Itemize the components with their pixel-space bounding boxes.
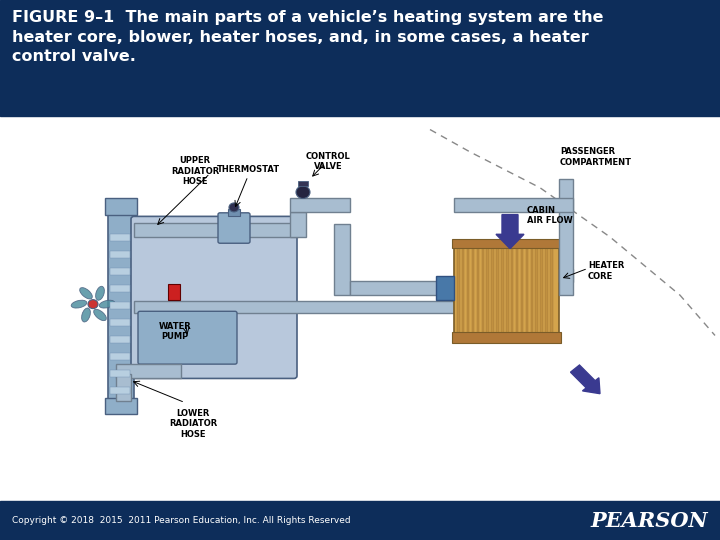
Ellipse shape xyxy=(94,309,107,321)
Bar xyxy=(110,319,130,326)
Bar xyxy=(559,179,573,295)
Ellipse shape xyxy=(71,300,87,308)
Bar xyxy=(536,248,538,334)
Bar xyxy=(110,251,130,258)
Bar xyxy=(105,398,137,414)
Bar xyxy=(116,364,181,377)
Bar xyxy=(511,248,513,334)
Bar xyxy=(521,248,523,334)
Bar xyxy=(110,370,130,377)
Text: UPPER
RADIATOR
HOSE: UPPER RADIATOR HOSE xyxy=(171,157,219,186)
Bar xyxy=(540,248,543,334)
Bar xyxy=(248,222,298,237)
Bar xyxy=(110,387,130,394)
Text: PEARSON: PEARSON xyxy=(591,510,708,531)
Bar xyxy=(436,276,454,300)
FancyBboxPatch shape xyxy=(131,217,297,379)
Bar xyxy=(452,239,561,248)
Bar xyxy=(454,246,559,335)
Bar xyxy=(545,248,548,334)
Text: FIGURE 9–1  The main parts of a vehicle’s heating system are the
heater core, bl: FIGURE 9–1 The main parts of a vehicle’s… xyxy=(12,10,603,64)
Bar xyxy=(290,198,350,212)
Text: CONTROL
VALVE: CONTROL VALVE xyxy=(305,152,351,171)
Text: HEATER
CORE: HEATER CORE xyxy=(588,261,624,281)
Bar xyxy=(559,269,573,282)
Circle shape xyxy=(229,203,239,212)
Bar xyxy=(454,198,573,212)
Bar xyxy=(482,248,484,334)
Bar xyxy=(134,222,229,237)
Ellipse shape xyxy=(99,300,114,308)
FancyBboxPatch shape xyxy=(138,311,237,364)
Bar xyxy=(110,302,130,308)
Bar xyxy=(350,281,445,295)
Bar xyxy=(110,234,130,240)
Bar xyxy=(110,285,130,292)
Bar xyxy=(457,248,459,334)
Text: LOWER
RADIATOR
HOSE: LOWER RADIATOR HOSE xyxy=(169,409,217,438)
Bar xyxy=(105,199,137,214)
Bar xyxy=(110,353,130,360)
Bar xyxy=(116,374,131,401)
Bar xyxy=(467,248,469,334)
Bar xyxy=(108,210,134,403)
Circle shape xyxy=(296,186,310,199)
Bar xyxy=(168,284,180,300)
Bar xyxy=(491,248,494,334)
FancyBboxPatch shape xyxy=(218,213,250,243)
Text: Copyright © 2018  2015  2011 Pearson Education, Inc. All Rights Reserved: Copyright © 2018 2015 2011 Pearson Educa… xyxy=(12,516,350,525)
Circle shape xyxy=(88,300,98,308)
FancyArrow shape xyxy=(496,214,524,248)
Ellipse shape xyxy=(96,286,104,300)
Bar xyxy=(472,248,474,334)
Bar xyxy=(0,0,720,116)
Ellipse shape xyxy=(81,308,91,322)
Bar xyxy=(0,501,720,540)
Bar xyxy=(531,248,533,334)
Bar xyxy=(550,248,553,334)
Bar xyxy=(516,248,518,334)
Bar xyxy=(452,332,561,343)
FancyArrow shape xyxy=(570,365,600,394)
Bar xyxy=(506,248,508,334)
Bar xyxy=(501,248,503,334)
Bar xyxy=(487,248,489,334)
Bar xyxy=(298,181,308,186)
Bar xyxy=(526,248,528,334)
Text: THERMOSTAT: THERMOSTAT xyxy=(217,165,279,174)
Text: WATER
PUMP: WATER PUMP xyxy=(158,322,192,341)
Bar xyxy=(496,248,499,334)
Bar xyxy=(477,248,479,334)
Bar xyxy=(110,268,130,274)
Text: CABIN
AIR FLOW: CABIN AIR FLOW xyxy=(527,206,572,225)
Ellipse shape xyxy=(80,288,92,299)
Bar xyxy=(334,224,350,295)
Bar xyxy=(134,301,454,313)
Bar xyxy=(462,248,464,334)
Bar xyxy=(110,336,130,343)
Bar xyxy=(228,209,240,217)
Text: PASSENGER
COMPARTMENT: PASSENGER COMPARTMENT xyxy=(560,147,632,167)
Bar xyxy=(290,212,306,237)
